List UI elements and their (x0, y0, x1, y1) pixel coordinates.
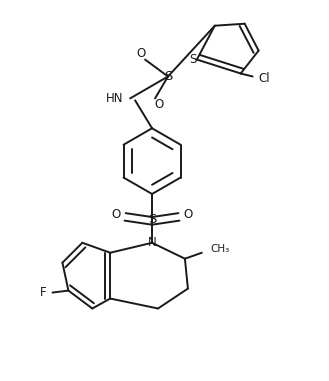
Text: O: O (137, 47, 146, 60)
Text: F: F (40, 286, 46, 299)
Text: Cl: Cl (259, 72, 270, 85)
Text: HN: HN (106, 92, 123, 105)
Text: O: O (154, 98, 164, 111)
Text: S: S (189, 53, 196, 66)
Text: S: S (148, 213, 156, 226)
Text: O: O (183, 208, 192, 221)
Text: CH₃: CH₃ (211, 244, 230, 254)
Text: S: S (164, 70, 172, 83)
Text: N: N (148, 236, 156, 249)
Text: O: O (112, 208, 121, 221)
